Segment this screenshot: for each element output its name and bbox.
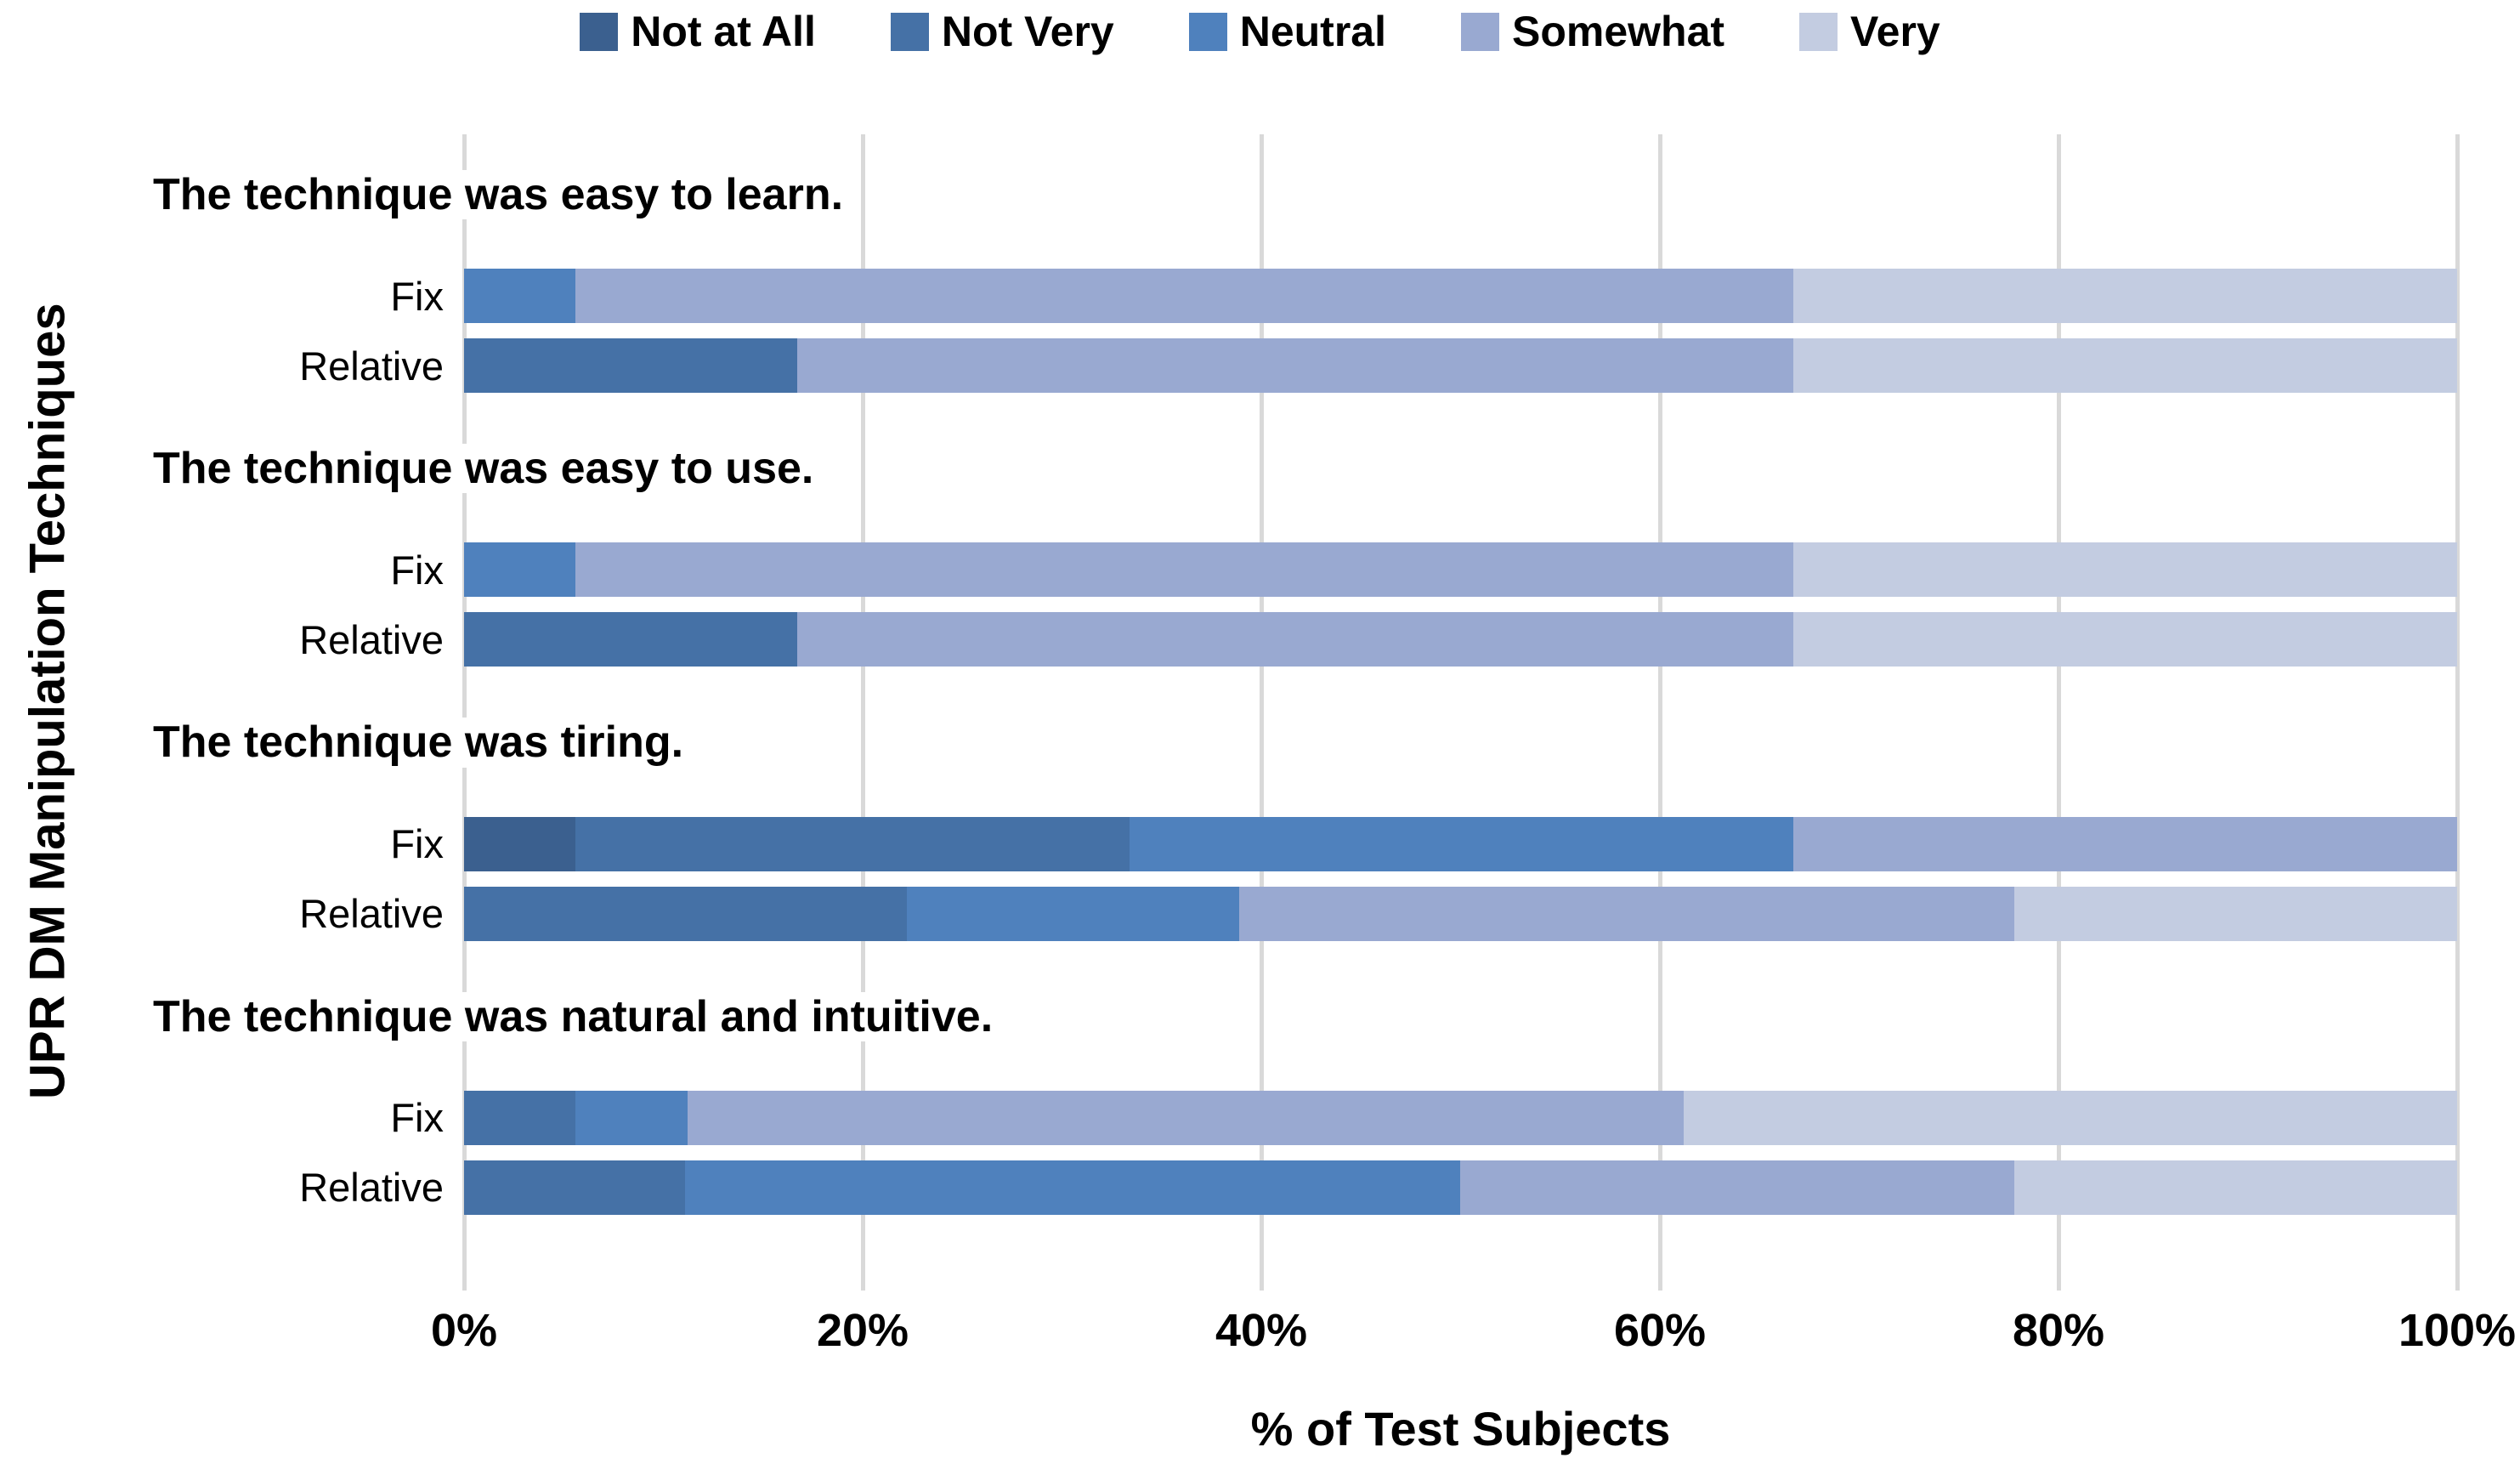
legend-swatch-somewhat-icon xyxy=(1460,12,1499,51)
legend-label-somewhat: Somewhat xyxy=(1511,8,1725,55)
gridline-0 xyxy=(462,134,467,1291)
bar-label-fix: Fix xyxy=(390,1095,444,1141)
group-title: The technique was easy to learn. xyxy=(153,170,858,220)
bar-track-fix xyxy=(464,542,2457,598)
bar-track-fix xyxy=(464,269,2457,324)
bar-segment-neutral xyxy=(906,886,1240,941)
bar-segment-neutral xyxy=(1130,816,1794,871)
plot-area: The technique was easy to learn. Fix Relat… xyxy=(0,170,2457,1266)
bar-segment-not-very xyxy=(464,338,797,394)
bar-label-relative: Relative xyxy=(299,1165,444,1211)
gridline-80 xyxy=(2057,134,2061,1291)
bar-segment-neutral xyxy=(575,1090,688,1145)
question-group-the-technique-was-natural-and-intuitive: The technique was natural and intuitive.… xyxy=(0,991,2457,1215)
bar-segment-somewhat xyxy=(796,338,1794,394)
bar-segment-not-very xyxy=(464,1090,576,1145)
bar-segment-neutral xyxy=(685,1160,1461,1215)
gridline-40 xyxy=(1260,134,1264,1291)
legend-label-very: Very xyxy=(1850,8,1940,55)
bar-segment-not-very xyxy=(464,1160,686,1215)
legend-item-very: Very xyxy=(1799,10,1940,53)
bar-row-relative: Relative xyxy=(0,612,2457,667)
gridline-20 xyxy=(861,134,865,1291)
bar-segment-not-very xyxy=(464,612,797,667)
question-group-the-technique-was-easy-to-learn: The technique was easy to learn. Fix Relat… xyxy=(0,170,2457,394)
bar-label-fix: Fix xyxy=(390,273,444,319)
question-group-the-technique-was-tiring: The technique was tiring. Fix Relative xyxy=(0,718,2457,941)
bar-segment-not-at-all xyxy=(464,816,576,871)
bar-row-relative: Relative xyxy=(0,886,2457,941)
bar-row-fix: Fix xyxy=(0,269,2457,324)
gridline-60 xyxy=(1658,134,1662,1291)
bar-track-relative xyxy=(464,1160,2457,1215)
bar-segment-not-very xyxy=(575,816,1130,871)
x-tick-label-20: 20% xyxy=(816,1305,909,1356)
bar-track-relative xyxy=(464,886,2457,941)
bar-track-relative xyxy=(464,612,2457,667)
bar-track-fix xyxy=(464,1090,2457,1145)
bar-segment-neutral xyxy=(464,269,576,324)
legend-swatch-very-icon xyxy=(1799,12,1838,51)
question-group-the-technique-was-easy-to-use: The technique was easy to use. Fix Relativ… xyxy=(0,444,2457,667)
legend-label-neutral: Neutral xyxy=(1239,8,1386,55)
legend-swatch-not-at-all-icon xyxy=(580,12,619,51)
x-tick-label-0: 0% xyxy=(430,1305,498,1356)
bar-segment-very xyxy=(1793,612,2457,667)
plot-gridlines xyxy=(462,134,2460,1291)
bar-track-fix xyxy=(464,816,2457,871)
x-tick-label-60: 60% xyxy=(1613,1305,1707,1356)
x-tick-label-80: 80% xyxy=(2012,1305,2105,1356)
bar-segment-somewhat xyxy=(1793,816,2457,871)
bar-segment-somewhat xyxy=(575,542,1794,598)
bar-row-relative: Relative xyxy=(0,338,2457,394)
bar-segment-neutral xyxy=(464,542,576,598)
bar-segment-somewhat xyxy=(1460,1160,2015,1215)
bar-row-fix: Fix xyxy=(0,542,2457,598)
bar-label-fix: Fix xyxy=(390,821,444,867)
gridline-100 xyxy=(2455,134,2460,1291)
x-tick-label-40: 40% xyxy=(1215,1305,1308,1356)
group-title: The technique was easy to use. xyxy=(153,444,828,494)
bar-segment-not-very xyxy=(464,886,907,941)
bar-label-relative: Relative xyxy=(299,616,444,662)
bar-label-relative: Relative xyxy=(299,891,444,937)
bar-row-relative: Relative xyxy=(0,1160,2457,1215)
bar-segment-somewhat xyxy=(575,269,1794,324)
x-axis-title: % of Test Subjects xyxy=(1250,1402,1671,1455)
bar-row-fix: Fix xyxy=(0,1090,2457,1145)
bar-row-fix: Fix xyxy=(0,816,2457,871)
bar-segment-somewhat xyxy=(1239,886,2015,941)
x-tick-label-100: 100% xyxy=(2398,1305,2517,1356)
legend-item-somewhat: Somewhat xyxy=(1460,8,1725,55)
bar-segment-very xyxy=(2014,1160,2457,1215)
bar-label-relative: Relative xyxy=(299,343,444,389)
legend-swatch-not-very-icon xyxy=(890,12,929,51)
x-axis-tick-labels: 0% 20% 40% 60% 80% 100% xyxy=(431,1305,2516,1367)
group-title: The technique was natural and intuitive. xyxy=(153,991,1007,1041)
legend-item-neutral: Neutral xyxy=(1188,8,1386,55)
legend-swatch-neutral-icon xyxy=(1188,12,1227,51)
bar-segment-very xyxy=(2014,886,2457,941)
chart-legend: Not at All Not Very Neutral Somewhat Very xyxy=(0,10,2520,53)
bar-segment-very xyxy=(1793,338,2457,394)
bar-label-fix: Fix xyxy=(390,547,444,593)
bar-segment-very xyxy=(1793,542,2457,598)
legend-item-not-very: Not Very xyxy=(890,8,1114,55)
bar-segment-somewhat xyxy=(796,612,1794,667)
bar-segment-somewhat xyxy=(687,1090,1685,1145)
bar-segment-very xyxy=(1684,1090,2457,1145)
legend-label-not-at-all: Not at All xyxy=(631,8,816,55)
bar-segment-very xyxy=(1793,269,2457,324)
bar-track-relative xyxy=(464,338,2457,394)
legend-item-not-at-all: Not at All xyxy=(580,10,816,53)
group-title: The technique was tiring. xyxy=(153,718,698,768)
legend-label-not-very: Not Very xyxy=(941,8,1114,55)
